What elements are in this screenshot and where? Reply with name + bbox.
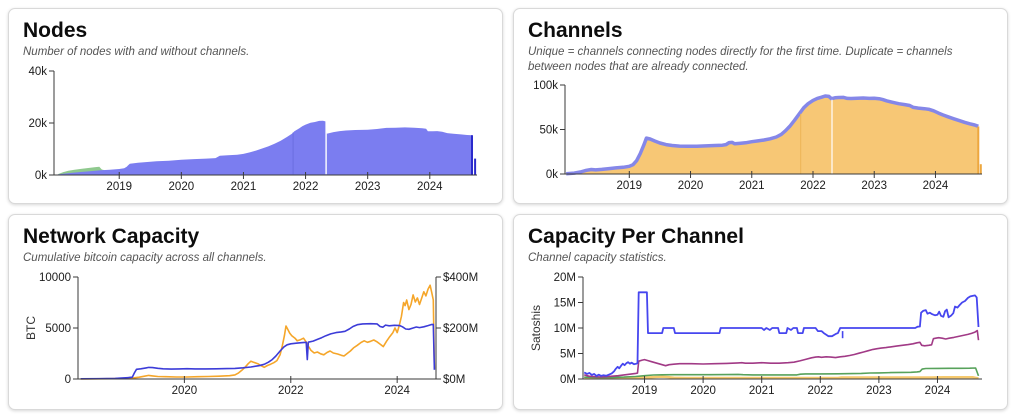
svg-text:BTC: BTC — [24, 316, 38, 340]
svg-text:2019: 2019 — [616, 180, 642, 192]
svg-text:$400M: $400M — [443, 272, 478, 284]
svg-text:2020: 2020 — [690, 385, 716, 397]
svg-text:2024: 2024 — [417, 181, 443, 193]
chart-card-channels: Channels Unique = channels connecting no… — [513, 8, 1008, 204]
capacity-per-channel-title: Capacity Per Channel — [528, 225, 744, 248]
svg-text:2020: 2020 — [678, 180, 704, 192]
svg-text:2021: 2021 — [231, 181, 257, 193]
svg-text:0k: 0k — [35, 170, 47, 182]
svg-text:2020: 2020 — [169, 181, 195, 193]
channels-subtitle: Unique = channels connecting nodes direc… — [528, 46, 953, 74]
chart-card-network-capacity: Network Capacity Cumulative bitcoin capa… — [8, 214, 503, 410]
nodes-title: Nodes — [23, 19, 88, 42]
network-capacity-chart[interactable]: 2020 2022 2024 0 5000 10000 $0M $200M $400M BTC — [23, 269, 486, 399]
svg-text:2022: 2022 — [800, 180, 826, 192]
svg-text:2021: 2021 — [739, 180, 765, 192]
svg-text:20k: 20k — [28, 118, 47, 130]
svg-text:2023: 2023 — [866, 385, 892, 397]
capacity-per-channel-chart[interactable]: 2019 2020 2021 2022 2023 2024 0M 5M 10M 15M 20M Sat… — [528, 269, 991, 399]
capacity-per-channel-subtitle: Channel capacity statistics. — [528, 252, 667, 265]
svg-text:0k: 0k — [546, 169, 558, 181]
nodes-chart[interactable]: 2019 2020 2021 2022 2023 2024 0k 20k 40k — [23, 63, 486, 195]
svg-text:2020: 2020 — [172, 385, 198, 397]
svg-text:2019: 2019 — [632, 385, 658, 397]
svg-text:2024: 2024 — [925, 385, 951, 397]
svg-text:2022: 2022 — [807, 385, 833, 397]
svg-text:0: 0 — [65, 374, 71, 386]
svg-text:2023: 2023 — [355, 181, 381, 193]
svg-text:2023: 2023 — [861, 180, 887, 192]
nodes-subtitle: Number of nodes with and without channel… — [23, 46, 250, 59]
svg-text:$0M: $0M — [443, 374, 465, 386]
svg-text:10M: 10M — [554, 323, 576, 335]
svg-text:2024: 2024 — [384, 385, 410, 397]
chart-card-nodes: Nodes Number of nodes with and without c… — [8, 8, 503, 204]
svg-text:50k: 50k — [539, 125, 558, 137]
svg-text:40k: 40k — [28, 66, 47, 78]
channels-chart[interactable]: 2019 2020 2021 2022 2023 2024 0k 50k 100k — [528, 78, 991, 194]
svg-text:20M: 20M — [554, 272, 576, 284]
svg-text:2022: 2022 — [278, 385, 304, 397]
svg-text:2024: 2024 — [923, 180, 949, 192]
svg-text:15M: 15M — [554, 298, 576, 310]
svg-text:100k: 100k — [533, 80, 558, 92]
network-capacity-title: Network Capacity — [23, 225, 200, 248]
network-capacity-subtitle: Cumulative bitcoin capacity across all c… — [23, 252, 267, 265]
svg-text:2021: 2021 — [749, 385, 775, 397]
channels-title: Channels — [528, 19, 623, 42]
svg-text:Satoshis: Satoshis — [529, 305, 543, 351]
svg-text:2019: 2019 — [106, 181, 132, 193]
chart-card-capacity-per-channel: Capacity Per Channel Channel capacity st… — [513, 214, 1008, 410]
svg-text:0M: 0M — [560, 374, 576, 386]
svg-text:2022: 2022 — [293, 181, 319, 193]
svg-text:5M: 5M — [560, 349, 576, 361]
svg-text:10000: 10000 — [39, 272, 71, 284]
svg-text:$200M: $200M — [443, 323, 478, 335]
svg-text:5000: 5000 — [45, 323, 71, 335]
